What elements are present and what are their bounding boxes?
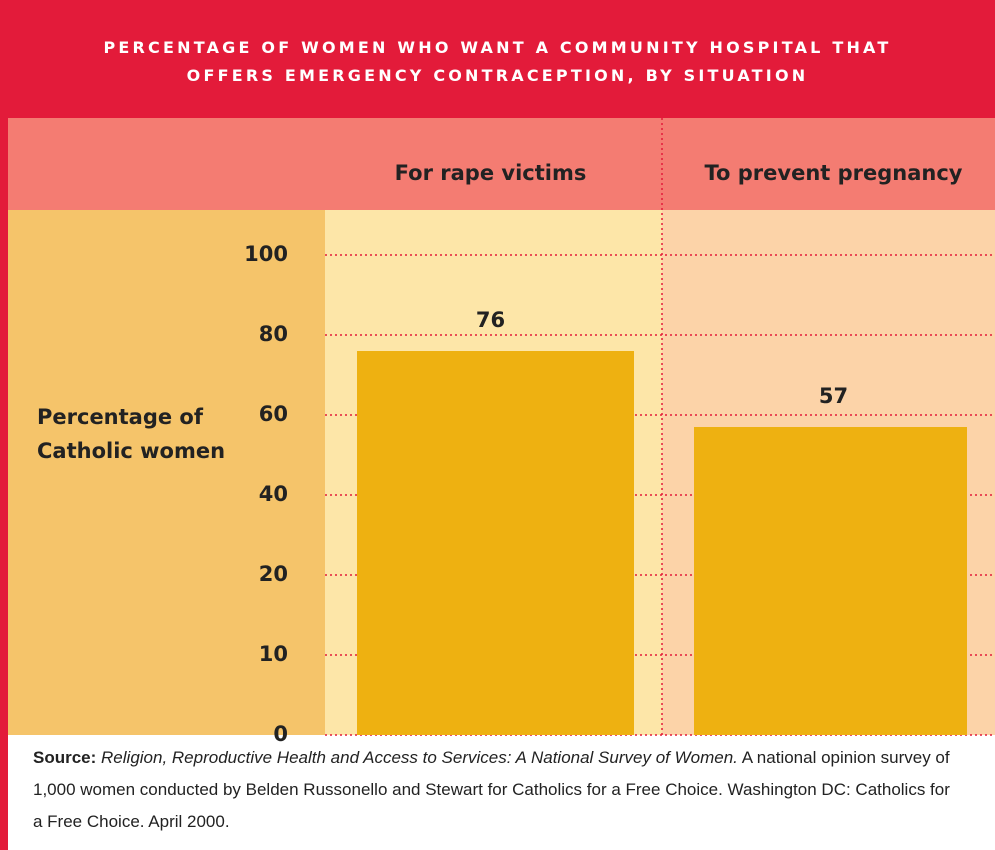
y-tick-label: 10 [259,642,288,666]
axis-panel [8,210,325,735]
left-border [0,0,8,850]
bar [357,351,634,735]
source-label: Source: [33,748,97,767]
source: Source: Religion, Reproductive Health an… [33,742,963,838]
x-category-label: To prevent pregnancy [704,161,962,185]
y-tick-label: 20 [259,562,288,586]
y-tick-label: 100 [244,242,288,266]
y-tick-label: 60 [259,402,288,426]
bar [694,427,967,735]
x-category-label: For rape victims [395,161,587,185]
y-axis-label: Percentage of Catholic women [37,405,226,463]
y-tick-label: 40 [259,482,288,506]
source-title: Religion, Reproductive Health and Access… [101,748,738,767]
source-text: A national opinion survey of 1,000 women… [33,748,950,831]
chart-title: PERCENTAGE OF WOMEN WHO WANT A COMMUNITY… [0,0,995,118]
value-label: 76 [476,308,505,332]
header-band [0,118,995,210]
y-tick-label: 0 [273,722,288,746]
y-tick-label: 80 [259,322,288,346]
value-label: 57 [819,384,848,408]
